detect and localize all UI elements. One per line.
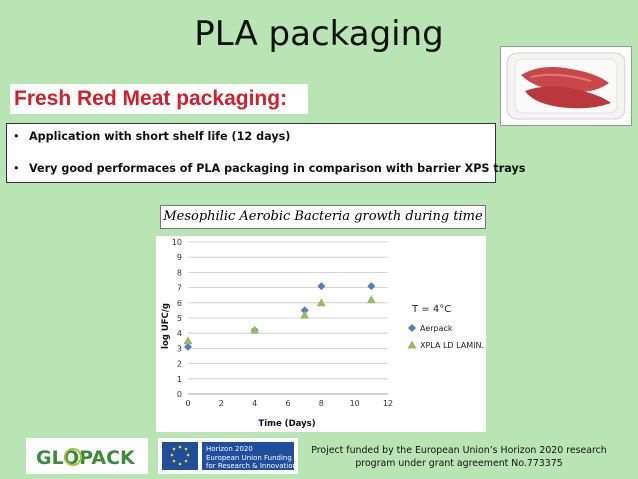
- y-tick-label: 5: [177, 314, 182, 323]
- y-tick-label: 6: [177, 299, 182, 308]
- aerpack-point: [300, 306, 309, 315]
- eu-logo-line: Horizon 2020: [206, 445, 253, 453]
- x-tick-label: 2: [219, 399, 224, 408]
- y-tick-label: 3: [177, 344, 182, 353]
- xpla-point: [300, 310, 310, 319]
- bullet-text: Very good performaces of PLA packaging i…: [29, 162, 526, 175]
- bullet-item: • Application with short shelf life (12 d…: [13, 130, 290, 143]
- y-tick-label: 1: [177, 375, 182, 384]
- funding-note: Project funded by the European Union’s H…: [308, 444, 610, 470]
- xpla-point: [250, 325, 260, 334]
- aerpack-point: [317, 282, 326, 291]
- aerpack-point: [184, 342, 192, 351]
- x-tick-label: 6: [285, 399, 290, 408]
- x-tick-label: 10: [350, 399, 360, 408]
- y-tick-label: 9: [177, 253, 182, 262]
- section-heading: Fresh Red Meat packaging:: [10, 84, 308, 114]
- y-tick-label: 0: [177, 390, 182, 399]
- bullet-box: • Application with short shelf life (12 d…: [6, 123, 525, 183]
- x-tick-label: 0: [185, 399, 190, 408]
- bacteria-growth-chart: 0 1 2 3 4 5 6 7 8 9 10 0 2 4 6 8 10 12 log UFC/g Time (D…: [156, 236, 486, 432]
- aerpack-point: [367, 282, 376, 291]
- x-tick-label: 12: [383, 399, 393, 408]
- legend-marker: [407, 340, 417, 349]
- bullet-item: • Very good performaces of PLA packaging …: [13, 162, 525, 175]
- y-tick-label: 10: [172, 238, 182, 247]
- xpla-point: [183, 336, 193, 345]
- chart-caption: Mesophilic Aerobic Bacteria growth durin…: [160, 205, 486, 229]
- bullet-text: Application with short shelf life (12 da…: [29, 130, 291, 143]
- glopack-logo-text: GLOPACK: [36, 447, 136, 469]
- eu-logo-line: for Research & Innovation: [206, 462, 297, 470]
- legend-label: XPLA LD LAMIN.: [420, 341, 484, 350]
- y-tick-label: 8: [177, 268, 182, 277]
- xpla-point: [366, 295, 376, 304]
- eu-stars-icon: [170, 445, 190, 466]
- y-tick-label: 7: [177, 284, 182, 293]
- bullet-dot-icon: •: [13, 130, 20, 143]
- eu-logo-line: European Union Funding: [206, 454, 292, 462]
- legend-marker: [408, 324, 416, 332]
- y-tick-label: 2: [177, 360, 182, 369]
- bullet-dot-icon: •: [13, 162, 20, 175]
- slide-title: PLA packaging: [194, 14, 444, 54]
- x-axis-label: Time (Days): [258, 419, 315, 429]
- legend-title: T = 4°C: [411, 304, 451, 315]
- x-tick-label: 4: [252, 399, 257, 408]
- funding-line: program under grant agreement No.773375: [355, 458, 563, 469]
- legend-label: Aerpack: [420, 324, 453, 333]
- meat-tray-photo: [500, 46, 632, 126]
- funding-line: Project funded by the European Union’s H…: [311, 445, 607, 456]
- eu-horizon-logo: Horizon 2020 European Union Funding for …: [158, 438, 298, 474]
- y-axis-label: log UFC/g: [161, 303, 171, 349]
- glopack-logo: GLOPACK: [26, 438, 148, 474]
- y-tick-label: 4: [177, 329, 182, 338]
- xpla-point: [316, 298, 326, 307]
- x-tick-label: 8: [319, 399, 324, 408]
